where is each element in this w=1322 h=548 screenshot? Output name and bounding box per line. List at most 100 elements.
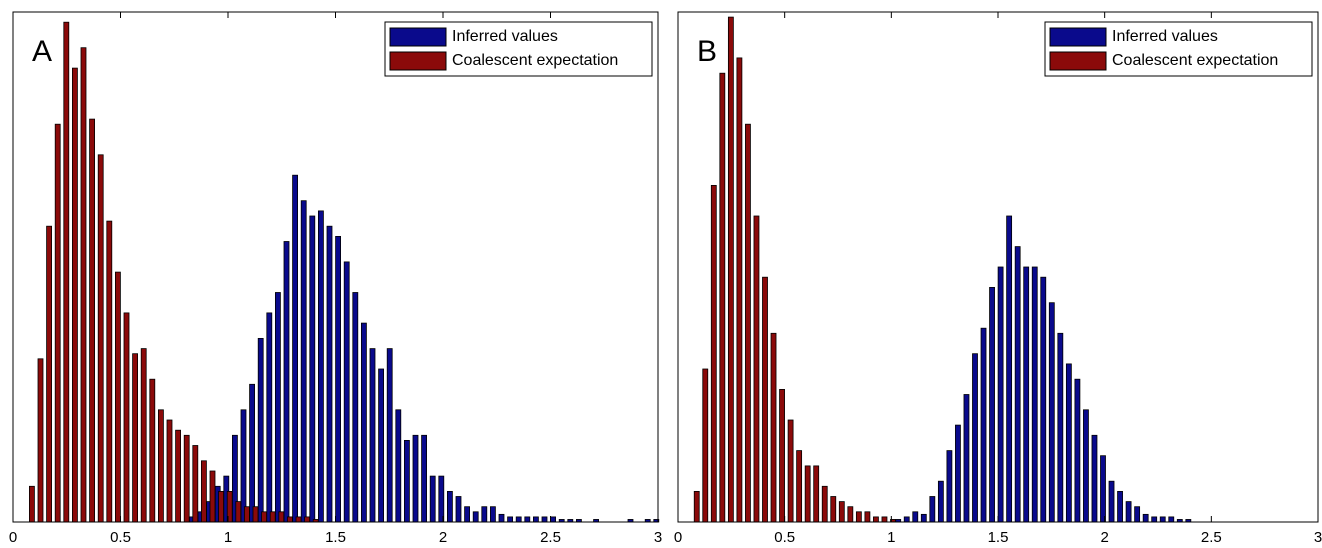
bar xyxy=(821,485,828,523)
x-tick-label: 2 xyxy=(439,529,447,546)
bar xyxy=(421,434,428,523)
bar xyxy=(1100,455,1106,523)
bar xyxy=(1048,302,1055,523)
legend-label: Inferred values xyxy=(452,28,558,45)
bar xyxy=(989,286,995,523)
bar xyxy=(946,450,953,523)
bar xyxy=(386,348,393,523)
x-tick-label: 0 xyxy=(9,529,17,546)
bar xyxy=(515,516,522,523)
bar xyxy=(736,57,743,523)
bar xyxy=(286,516,293,523)
bar xyxy=(550,516,556,523)
bar xyxy=(955,424,961,523)
legend-swatch xyxy=(1049,27,1107,47)
bar xyxy=(266,312,273,523)
bar xyxy=(903,516,910,523)
bar xyxy=(541,516,548,523)
bar xyxy=(429,475,436,523)
bar xyxy=(292,174,299,523)
bar xyxy=(200,460,207,523)
panel-label: A xyxy=(32,35,52,68)
bar xyxy=(1040,276,1047,523)
legend-label: Coalescent expectation xyxy=(1112,52,1278,69)
bar xyxy=(533,516,539,523)
bar xyxy=(963,394,970,523)
x-tick-label: 1 xyxy=(224,529,232,546)
bar xyxy=(304,516,311,523)
x-tick-label: 0 xyxy=(674,529,682,546)
bar xyxy=(873,516,879,523)
bar xyxy=(54,123,61,523)
x-tick-label: 0.5 xyxy=(774,529,795,546)
bar xyxy=(838,501,845,523)
bar xyxy=(278,511,285,523)
bar xyxy=(149,378,156,523)
bar xyxy=(72,67,78,523)
bar xyxy=(183,434,190,523)
bar xyxy=(1074,378,1081,523)
bar xyxy=(157,409,164,523)
bar xyxy=(352,292,359,523)
bar xyxy=(455,496,462,523)
bar xyxy=(175,429,182,523)
x-tick-label: 2.5 xyxy=(540,529,561,546)
bar xyxy=(218,490,225,523)
bar xyxy=(309,215,316,523)
bar xyxy=(498,513,505,523)
bar xyxy=(727,16,734,523)
bar xyxy=(317,210,324,523)
x-tick-label: 3 xyxy=(654,529,662,546)
bar xyxy=(796,450,803,523)
legend-label: Inferred values xyxy=(1112,28,1218,45)
bar xyxy=(787,419,794,523)
bar xyxy=(343,261,350,523)
legend-swatch xyxy=(389,51,447,71)
x-tick-label: 1 xyxy=(887,529,895,546)
panel-label: B xyxy=(697,35,717,68)
bar xyxy=(1091,434,1098,523)
bar xyxy=(1151,516,1158,523)
bar xyxy=(106,220,113,523)
bar xyxy=(847,506,854,523)
bar xyxy=(335,235,342,523)
bar xyxy=(269,511,276,523)
bar xyxy=(28,485,35,523)
bar xyxy=(912,511,919,523)
legend-swatch xyxy=(1049,51,1107,71)
bar xyxy=(1125,501,1132,523)
bar xyxy=(1006,215,1013,523)
bar xyxy=(1065,363,1072,523)
bar xyxy=(753,215,760,523)
bar xyxy=(524,516,531,523)
bar xyxy=(378,368,385,523)
bar xyxy=(395,409,402,523)
x-tick-label: 1.5 xyxy=(988,529,1009,546)
bar xyxy=(89,118,95,523)
bar xyxy=(693,490,700,523)
bar xyxy=(326,225,333,523)
bar xyxy=(46,225,52,523)
bar xyxy=(702,368,709,523)
bar xyxy=(972,353,978,523)
bar xyxy=(489,506,496,523)
bar xyxy=(369,348,376,523)
bar xyxy=(1083,409,1089,523)
bar xyxy=(881,516,888,523)
bar xyxy=(240,409,247,523)
bar xyxy=(929,496,936,523)
bar xyxy=(745,123,751,523)
x-tick-label: 2.5 xyxy=(1201,529,1222,546)
bar xyxy=(770,332,777,523)
bar xyxy=(997,266,1004,523)
bar xyxy=(472,511,479,523)
bar xyxy=(1134,506,1141,523)
bar xyxy=(481,506,488,523)
bar xyxy=(166,419,173,523)
bar xyxy=(257,337,264,523)
bar xyxy=(80,47,87,523)
bar xyxy=(235,501,242,523)
bar xyxy=(209,470,216,523)
bar xyxy=(864,511,871,523)
bar xyxy=(300,200,307,523)
